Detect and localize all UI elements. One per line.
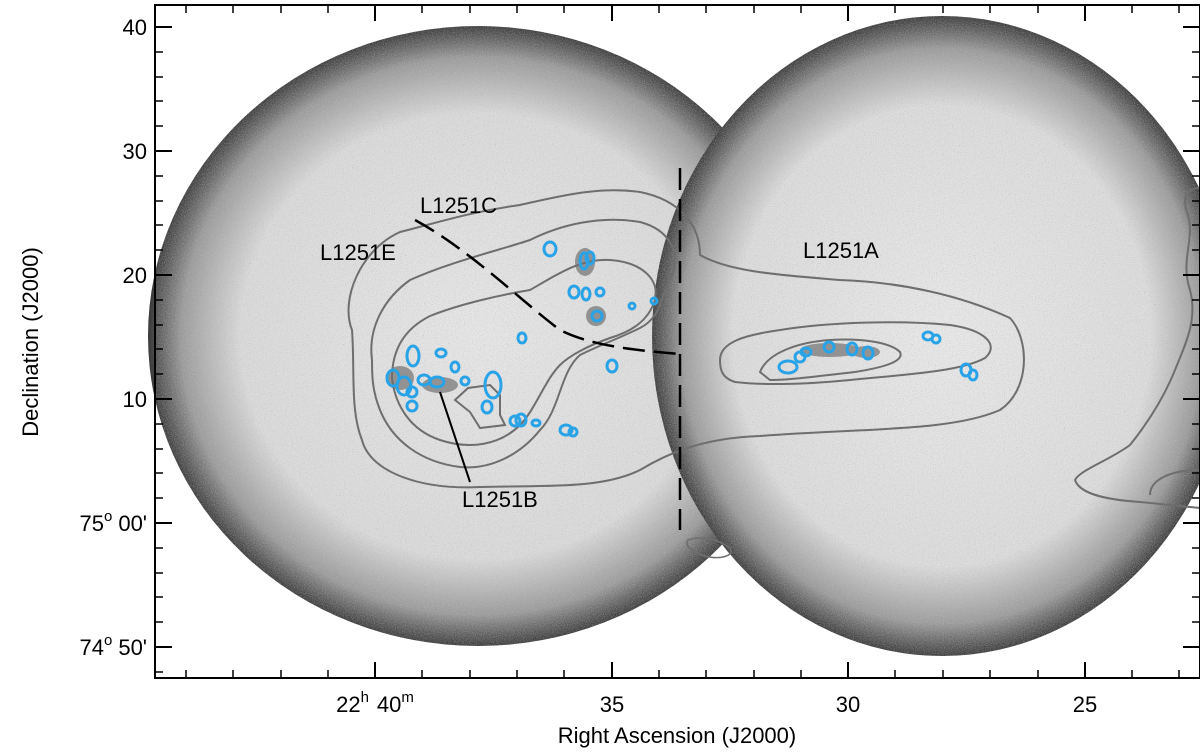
contour-far-right bbox=[1073, 187, 1200, 509]
source-marker bbox=[930, 333, 942, 345]
y-tick-label: 74o 50' bbox=[80, 632, 148, 660]
label-l1251e: L1251E bbox=[320, 240, 396, 265]
source-marker bbox=[434, 347, 448, 359]
boundary-curved-dashed bbox=[414, 218, 681, 356]
source-marker bbox=[777, 359, 799, 375]
source-marker bbox=[459, 375, 471, 387]
source-marker bbox=[799, 346, 813, 358]
region-labels: L1251C L1251E L1251A L1251B bbox=[320, 193, 879, 512]
source-marker bbox=[627, 301, 637, 311]
source-marker bbox=[428, 375, 446, 389]
source-marker bbox=[649, 296, 659, 306]
contour-outer bbox=[347, 189, 1025, 489]
source-marker bbox=[605, 358, 619, 374]
source-marker bbox=[580, 286, 592, 302]
source-marker bbox=[516, 331, 528, 345]
contour-far-right-2 bbox=[1149, 469, 1200, 496]
source-marker bbox=[845, 341, 859, 357]
minor-tick-marks bbox=[155, 5, 1200, 678]
source-marker bbox=[480, 399, 494, 415]
label-l1251c: L1251C bbox=[420, 193, 497, 218]
source-marker bbox=[449, 360, 461, 374]
source-marker bbox=[508, 414, 522, 428]
contour-left-inner bbox=[390, 258, 657, 446]
contour-left-mid bbox=[370, 218, 676, 469]
y-tick-label: 10 bbox=[123, 387, 147, 412]
sky-image bbox=[148, 16, 1200, 656]
source-marker bbox=[542, 240, 558, 258]
y-tick-label: 30 bbox=[123, 139, 147, 164]
source-marker bbox=[594, 286, 606, 298]
contour-left-core bbox=[453, 383, 507, 430]
source-marker bbox=[405, 399, 419, 413]
source-marker bbox=[530, 418, 542, 428]
source-marker bbox=[584, 250, 596, 266]
x-tick-label: 22h 40m bbox=[336, 689, 414, 717]
source-marker bbox=[861, 345, 875, 361]
source-marker bbox=[567, 284, 581, 300]
y-tick-label: 20 bbox=[123, 263, 147, 288]
x-tick-label: 35 bbox=[600, 692, 624, 717]
source-marker bbox=[483, 370, 503, 400]
label-l1251a: L1251A bbox=[803, 238, 879, 263]
source-marker bbox=[558, 423, 574, 437]
x-tick-labels: 22h 40m 35 30 25 bbox=[336, 689, 1097, 717]
y-tick-labels: 40 30 20 10 75o 00' 74o 50' bbox=[80, 15, 148, 660]
source-markers bbox=[385, 240, 979, 438]
source-marker bbox=[405, 385, 419, 399]
source-marker bbox=[967, 368, 979, 382]
contour-lines bbox=[347, 187, 1200, 559]
x-axis-label: Right Ascension (J2000) bbox=[558, 723, 796, 748]
source-marker bbox=[567, 426, 579, 438]
x-tick-label: 25 bbox=[1073, 692, 1097, 717]
source-marker bbox=[590, 309, 604, 323]
y-tick-label: 40 bbox=[123, 15, 147, 40]
x-tick-label: 30 bbox=[836, 692, 860, 717]
image-noise bbox=[155, 16, 1200, 656]
source-marker bbox=[405, 344, 421, 368]
contour-right-mid bbox=[718, 321, 992, 386]
region-boundaries bbox=[414, 168, 682, 530]
tick-marks bbox=[155, 5, 1200, 678]
label-l1251b: L1251B bbox=[462, 487, 538, 512]
plot-frame bbox=[154, 4, 1200, 679]
source-marker bbox=[514, 412, 528, 428]
y-axis-label: Declination (J2000) bbox=[18, 247, 43, 437]
pointer-l1251b bbox=[439, 391, 471, 483]
contour-right-inner bbox=[758, 338, 902, 382]
contour-small-blob bbox=[686, 537, 732, 559]
y-tick-label: 75o 00' bbox=[80, 508, 148, 536]
source-marker bbox=[822, 340, 836, 354]
